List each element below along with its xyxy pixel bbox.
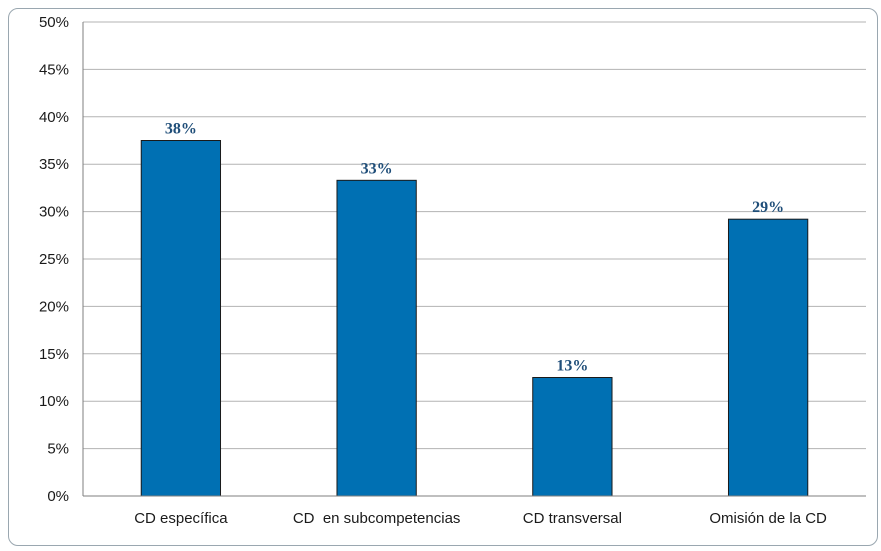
y-tick-label: 5% xyxy=(47,441,69,458)
y-tick-label: 10% xyxy=(39,393,69,410)
data-labels: 38% 33% 13% 29% xyxy=(165,121,784,375)
bar xyxy=(336,179,417,497)
category-labels: CD específica CD en subcompetencias CD tra… xyxy=(134,510,827,527)
bar xyxy=(727,218,809,497)
data-label: 13% xyxy=(556,358,588,375)
bar xyxy=(532,377,613,497)
y-tick-label: 40% xyxy=(39,109,69,126)
bars xyxy=(140,140,809,497)
y-tick-label: 35% xyxy=(39,156,69,173)
y-tick-labels: 0% 5% 10% 15% 20% 25% 30% 35% 40% 45% 50% xyxy=(39,14,69,505)
category-label: Omisión de la CD xyxy=(709,510,827,527)
category-label: CD transversal xyxy=(523,510,622,527)
y-tick-label: 25% xyxy=(39,251,69,268)
y-tick-label: 50% xyxy=(39,14,69,31)
y-tick-label: 30% xyxy=(39,204,69,221)
bar xyxy=(140,140,222,497)
y-tick-label: 45% xyxy=(39,61,69,78)
y-tick-label: 0% xyxy=(47,488,69,505)
data-label: 33% xyxy=(361,160,393,177)
data-label: 29% xyxy=(752,199,784,216)
data-label: 38% xyxy=(165,121,197,138)
category-label: CD específica xyxy=(134,510,228,527)
y-tick-label: 15% xyxy=(39,346,69,363)
y-tick-label: 20% xyxy=(39,298,69,315)
category-label: CD en subcompetencias xyxy=(293,510,461,527)
